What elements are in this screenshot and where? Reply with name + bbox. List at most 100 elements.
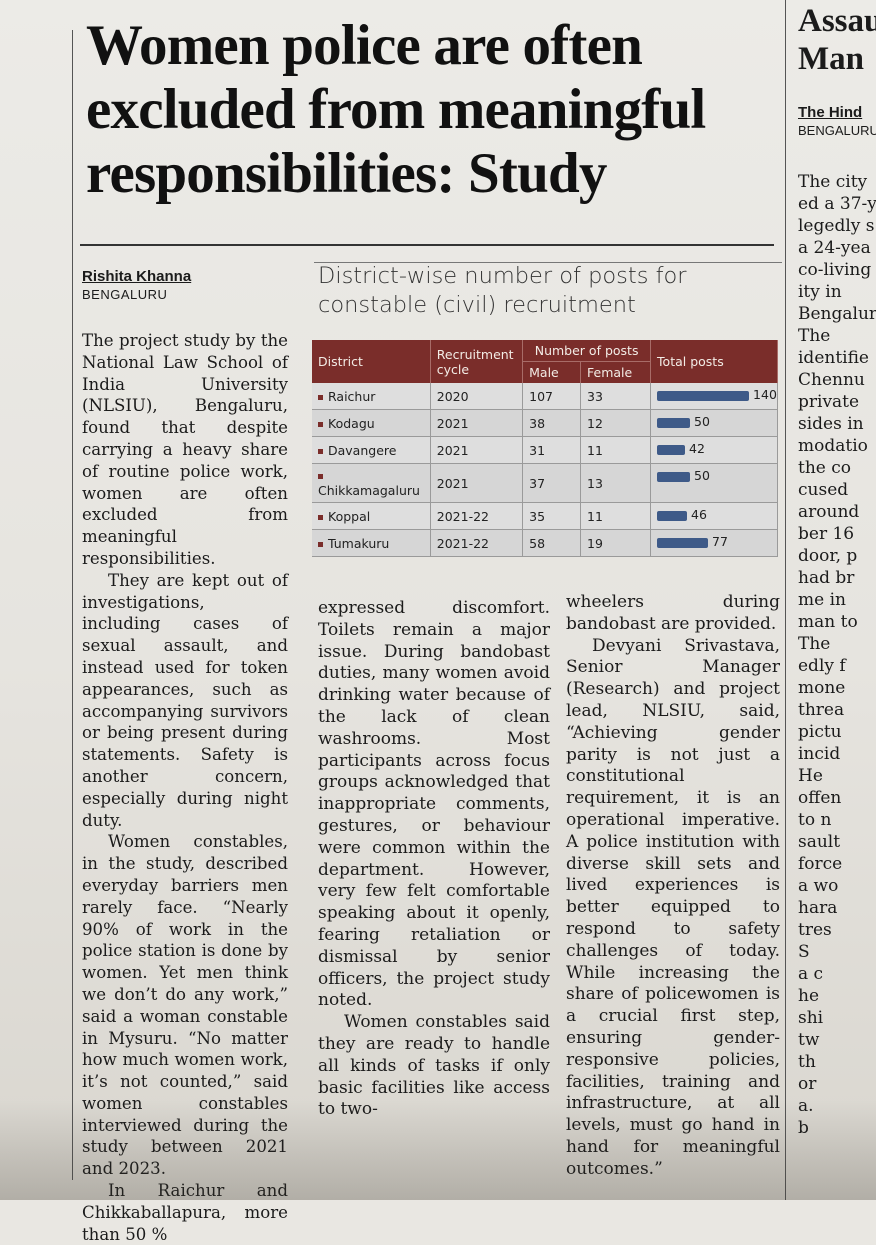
- adjacent-author: The Hind: [798, 104, 863, 121]
- district-name: Tumakuru: [328, 535, 390, 551]
- male-cell: 31: [522, 436, 581, 464]
- adjacent-line: Bengalur: [798, 304, 876, 324]
- author-name: Rishita Khanna: [82, 268, 192, 285]
- adjacent-line: shi: [798, 1008, 824, 1028]
- adjacent-line: S: [798, 942, 810, 962]
- chart-rule: [314, 262, 782, 263]
- header-total: Total posts: [650, 340, 778, 383]
- table-row: Raichur 2020 107 33 140: [312, 383, 778, 410]
- adjacent-line: co-living: [798, 260, 872, 280]
- table-row: Tumakuru 2021-22 58 19 77: [312, 529, 778, 557]
- district-name: Koppal: [328, 508, 371, 524]
- cycle-cell: 2021-22: [430, 529, 524, 557]
- column-rule-right: [785, 0, 786, 1200]
- district-cell: Raichur: [312, 383, 431, 410]
- dateline: BENGALURU: [82, 287, 168, 302]
- column-rule-left: [72, 30, 73, 1180]
- adjacent-line: edly f: [798, 656, 846, 676]
- adjacent-line: sides in: [798, 414, 864, 434]
- adjacent-line: force: [798, 854, 843, 874]
- column-2: expressed discomfort. Toilets remain a m…: [318, 598, 550, 1121]
- headline-rule: [80, 244, 774, 246]
- total-bar: [657, 391, 750, 401]
- adjacent-line: or: [798, 1074, 817, 1094]
- adjacent-line: tw: [798, 1030, 820, 1050]
- adjacent-line: hara: [798, 898, 838, 918]
- adjacent-line: The city: [798, 172, 868, 192]
- male-cell: 35: [522, 502, 581, 530]
- adjacent-line: ber 16: [798, 524, 855, 544]
- adjacent-line: mone: [798, 678, 846, 698]
- cycle-cell: 2020: [430, 383, 524, 410]
- district-cell: Tumakuru: [312, 529, 431, 557]
- header-female: Female: [580, 361, 652, 383]
- district-name: Chikkamagaluru: [318, 483, 420, 498]
- adjacent-line: identifie: [798, 348, 869, 368]
- total-label: 140: [753, 387, 777, 402]
- total-label: 46: [691, 507, 707, 522]
- adjacent-line: to n: [798, 810, 832, 830]
- adjacent-line: around: [798, 502, 860, 522]
- adjacent-headline-line: Assau: [798, 3, 876, 39]
- male-cell: 107: [522, 383, 581, 410]
- total-bar: [657, 472, 691, 482]
- district-cell: Davangere: [312, 436, 431, 464]
- district-table: District Recruitment cycle Number of pos…: [312, 340, 778, 557]
- male-cell: 38: [522, 409, 581, 437]
- adjacent-line: legedly s: [798, 216, 875, 236]
- adjacent-line: The: [798, 326, 831, 346]
- adjacent-byline: The Hind BENGALURU: [798, 104, 876, 138]
- total-cell: 140: [650, 383, 778, 410]
- district-cell: Koppal: [312, 502, 431, 530]
- cycle-cell: 2021-22: [430, 502, 524, 530]
- adjacent-line: me in: [798, 590, 846, 610]
- female-cell: 11: [580, 502, 652, 530]
- total-cell: 77: [650, 529, 778, 557]
- adjacent-line: a wo: [798, 876, 839, 896]
- page-shadow: [0, 1100, 876, 1200]
- female-cell: 33: [580, 383, 652, 410]
- district-name: Raichur: [328, 388, 376, 404]
- male-cell: 58: [522, 529, 581, 557]
- adjacent-line: pictu: [798, 722, 842, 742]
- adjacent-line: incid: [798, 744, 841, 764]
- female-cell: 11: [580, 436, 652, 464]
- bullet-marker: [318, 421, 323, 427]
- adjacent-line: private: [798, 392, 860, 412]
- adjacent-line: he: [798, 986, 820, 1006]
- bullet-marker: [318, 474, 323, 479]
- female-cell: 12: [580, 409, 652, 437]
- adjacent-line: a c: [798, 964, 824, 984]
- headline: Women police are often excluded from mea…: [86, 14, 706, 205]
- total-label: 50: [694, 468, 710, 483]
- total-cell: 50: [650, 409, 778, 437]
- adjacent-line: ity in: [798, 282, 842, 302]
- paragraph: They are kept out of investigations, inc…: [82, 570, 288, 830]
- header-number-of-posts: Number of posts: [522, 340, 652, 362]
- adjacent-line: Chennu: [798, 370, 865, 390]
- table-row: Chikkamagaluru 2021 37 13 50: [312, 463, 778, 503]
- total-bar: [657, 418, 691, 428]
- bullet-marker: [318, 448, 323, 454]
- adjacent-headline: Assau Man: [798, 2, 876, 78]
- header-district: District: [312, 340, 431, 383]
- adjacent-line: a.: [798, 1096, 876, 1118]
- total-label: 42: [689, 441, 705, 456]
- table-row: Davangere 2021 31 11 42: [312, 436, 778, 464]
- adjacent-line: sault: [798, 832, 841, 852]
- total-cell: 42: [650, 436, 778, 464]
- cycle-cell: 2021: [430, 409, 524, 437]
- paragraph: Devyani Srivastava, Senior Manager (Rese…: [566, 635, 780, 1179]
- female-cell: 19: [580, 529, 652, 557]
- adjacent-line: offen: [798, 788, 842, 808]
- paragraph: The project study by the National Law Sc…: [82, 331, 288, 568]
- total-bar: [657, 445, 686, 455]
- adjacent-line: ed a 37-y: [798, 194, 876, 214]
- adjacent-headline-line: Man: [798, 41, 864, 77]
- adjacent-line: door, p: [798, 546, 858, 566]
- total-cell: 50: [650, 463, 778, 503]
- paragraph: wheelers during bandobast are provided.: [566, 592, 780, 634]
- adjacent-line: b: [798, 1118, 876, 1140]
- total-cell: 46: [650, 502, 778, 530]
